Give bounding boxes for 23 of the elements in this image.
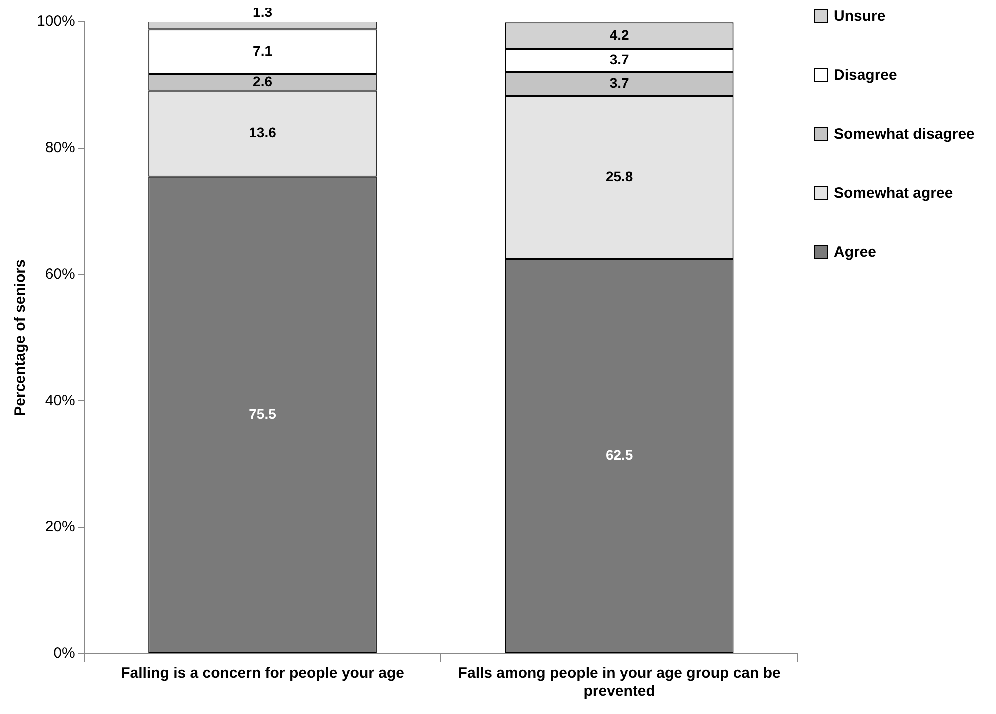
data-label: 3.7 [610, 75, 630, 92]
data-label: 3.7 [610, 52, 630, 68]
data-label: 4.2 [610, 26, 630, 43]
legend-label: Somewhat disagree [834, 126, 975, 142]
x-tick-label: Falls among people in your age group can be prevented [458, 665, 781, 700]
data-label: 7.1 [253, 42, 273, 59]
y-tick-label: 40% [45, 392, 76, 410]
legend-label: Unsure [834, 8, 886, 24]
legend-label: Disagree [834, 66, 898, 84]
y-tick-label: 0% [54, 645, 76, 662]
y-tick-label: 100% [36, 13, 76, 30]
x-tick-label: Falling is a concern for people your age [121, 665, 404, 682]
legend-label: Agree [834, 244, 877, 260]
y-tick-label: 20% [45, 518, 76, 536]
y-tick-label: 80% [45, 140, 76, 157]
data-label: 25.8 [606, 168, 634, 184]
data-label: 75.5 [249, 406, 277, 422]
data-label: 13.6 [249, 124, 277, 141]
y-axis-title: Percentage of seniors [12, 260, 30, 416]
data-label: 2.6 [253, 74, 273, 90]
data-label: 62.5 [606, 447, 634, 464]
legend-label: Somewhat agree [834, 184, 954, 202]
y-tick-label: 60% [45, 266, 76, 283]
